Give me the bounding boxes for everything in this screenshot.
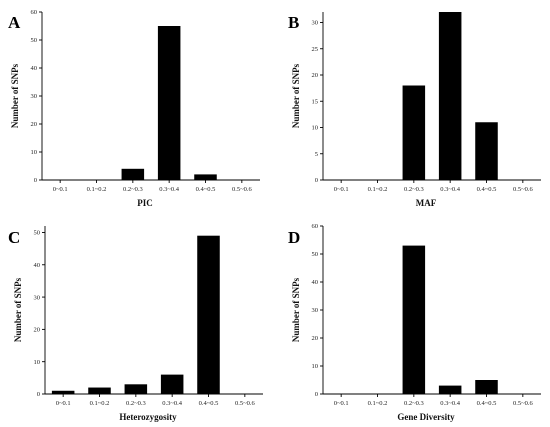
y-tick-label: 40 [34,262,41,269]
y-tick-label: 50 [312,251,319,258]
x-tick-label: 0.5~0.6 [513,186,534,193]
x-tick-label: 0.2~0.3 [126,400,146,407]
panel-letter: B [288,13,299,32]
bar-0.3~0.4 [160,374,184,394]
panel-letter: D [288,228,300,247]
bar-0.2~0.3 [402,245,426,394]
bar-0.3~0.4 [157,26,181,180]
y-tick-label: 30 [34,294,41,301]
y-tick-label: 20 [312,335,319,342]
y-axis-title: Number of SNPs [291,63,301,128]
bar-0.2~0.3 [402,85,426,180]
bar-0.2~0.3 [121,168,145,180]
y-tick-label: 10 [34,359,41,366]
y-tick-label: 60 [31,9,38,16]
x-tick-label: 0.3~0.4 [159,186,180,193]
bar-0.4~0.5 [197,235,220,394]
x-tick-label: 0~0.1 [56,400,71,407]
y-tick-label: 15 [312,98,319,105]
x-tick-label: 0.1~0.2 [90,400,110,407]
bar-0.4~0.5 [475,380,498,394]
chart-panel-b: B 0 5 10 15 20 25 30 0~0.1 0.1~0.2 0.2~0.3 0.3~0.4 0… [288,12,541,208]
x-tick-label: 0~0.1 [334,186,349,193]
bar-0.4~0.5 [194,174,217,180]
x-tick-label: 0~0.1 [334,400,349,407]
x-tick-label: 0.1~0.2 [368,186,388,193]
x-axis-title: Gene Diversity [397,412,455,422]
x-tick-label: 0.5~0.6 [232,186,253,193]
x-axis-title: Heterozygosity [119,412,177,422]
y-tick-label: 50 [31,37,38,44]
bar-0.3~0.4 [438,385,462,394]
y-axis-title: Number of SNPs [291,277,301,342]
chart-panel-d: D 0 10 20 30 40 50 60 0~0.1 0.1~0.2 0.2~0.3 0.3~0.4… [288,223,541,422]
bar-0.1~0.2 [88,387,111,394]
x-tick-label: 0.2~0.3 [404,186,424,193]
y-tick-label: 50 [34,230,41,237]
y-tick-label: 10 [31,149,38,156]
x-axis-title: MAF [416,198,437,208]
y-tick-label: 0 [315,391,318,398]
y-tick-label: 20 [31,121,38,128]
y-tick-label: 20 [312,72,319,79]
chart-panel-c: C 0 10 20 30 40 50 0~0.1 0.1~0.2 0.2~0.3 0.3~0.4 0.… [8,226,263,422]
x-tick-label: 0.5~0.6 [513,400,534,407]
x-tick-label: 0.3~0.4 [162,400,183,407]
y-axis-title: Number of SNPs [13,277,23,342]
x-tick-label: 0.4~0.5 [196,186,216,193]
bar-0~0.1 [51,390,75,394]
y-tick-label: 30 [312,20,319,27]
x-tick-label: 0.5~0.6 [235,400,256,407]
y-tick-label: 25 [312,46,319,53]
x-axis-title: PIC [137,198,153,208]
y-tick-label: 30 [312,307,319,314]
y-tick-label: 10 [312,363,319,370]
y-axis-title: Number of SNPs [10,63,20,128]
y-tick-label: 20 [34,327,41,334]
y-tick-label: 0 [315,177,318,184]
x-tick-label: 0.2~0.3 [404,400,424,407]
panel-letter: C [8,228,20,247]
y-tick-label: 60 [312,223,319,230]
x-tick-label: 0.1~0.2 [87,186,107,193]
x-tick-label: 0.4~0.5 [477,400,497,407]
y-tick-label: 0 [34,177,37,184]
y-tick-label: 30 [31,93,38,100]
panel-letter: A [8,13,21,32]
x-tick-label: 0.4~0.5 [199,400,219,407]
y-tick-label: 40 [31,65,38,72]
chart-panel-a: A 0 10 20 30 40 50 60 0~0.1 0.1~0.2 0.2~0.3 0.3~0.4… [8,9,260,208]
bar-0.3~0.4 [438,12,462,180]
x-tick-label: 0.1~0.2 [368,400,388,407]
x-tick-label: 0~0.1 [53,186,68,193]
x-tick-label: 0.4~0.5 [477,186,497,193]
y-tick-label: 0 [37,391,40,398]
x-tick-label: 0.3~0.4 [440,400,461,407]
x-tick-label: 0.3~0.4 [440,186,461,193]
y-tick-label: 5 [315,151,318,158]
y-tick-label: 10 [312,125,319,132]
bar-0.4~0.5 [475,122,498,180]
y-tick-label: 40 [312,279,319,286]
x-tick-label: 0.2~0.3 [123,186,143,193]
bar-0.2~0.3 [124,384,148,394]
